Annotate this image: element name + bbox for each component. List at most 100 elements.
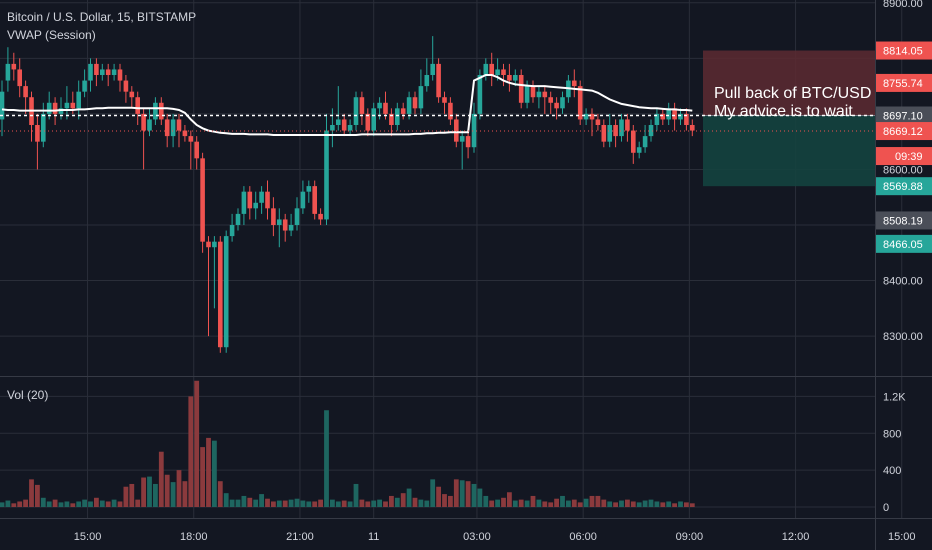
candle-body: [595, 119, 601, 125]
indicator-legend-vwap[interactable]: VWAP (Session): [7, 28, 96, 42]
price-axis-label[interactable]: 8900.00: [883, 0, 923, 10]
candle-body: [117, 69, 123, 81]
time-axis-label[interactable]: 11: [368, 531, 379, 543]
volume-bar: [135, 499, 141, 507]
volume-bar: [418, 499, 424, 507]
candle-body: [223, 236, 229, 348]
volume-bar: [619, 500, 624, 507]
price-axis-label[interactable]: 8814.05: [883, 46, 923, 58]
volume-bar: [265, 498, 270, 507]
candle: [542, 86, 548, 114]
annotation-line-1[interactable]: Pull back of BTC/USD: [714, 85, 871, 102]
candle: [459, 130, 465, 170]
candle-body: [459, 136, 465, 142]
candle-body: [64, 102, 70, 109]
candle-body: [365, 113, 371, 131]
price-axis-label[interactable]: 8669.12: [883, 126, 923, 138]
volume-bar: [141, 477, 146, 507]
candle-body: [23, 86, 28, 98]
candle-body: [524, 86, 530, 103]
candle: [471, 102, 477, 153]
countdown-label[interactable]: 09:39: [895, 151, 923, 163]
candle-body: [141, 113, 146, 131]
candle: [690, 119, 695, 137]
candle: [111, 63, 117, 81]
candle: [82, 69, 87, 98]
time-axis-label[interactable]: 15:00: [74, 531, 102, 543]
symbol-title[interactable]: Bitcoin / U.S. Dollar, 15, BITSTAMP: [7, 10, 197, 24]
time-axis-label[interactable]: 18:00: [180, 531, 208, 543]
volume-bar: [253, 499, 259, 507]
volume-bar: [530, 495, 536, 507]
target-zone[interactable]: [703, 115, 875, 187]
volume-bar: [318, 499, 323, 507]
price-axis-label[interactable]: 8569.88: [883, 181, 923, 193]
candle: [536, 86, 542, 109]
volume-bar: [5, 500, 11, 507]
candle-body: [654, 113, 660, 125]
candle-body: [0, 91, 5, 120]
volume-bar: [276, 500, 282, 507]
candle-body: [536, 91, 542, 98]
candle: [212, 236, 217, 309]
candle: [660, 108, 666, 125]
candle: [294, 197, 300, 231]
candle: [424, 58, 430, 92]
candle-body: [341, 119, 347, 131]
price-axis-label[interactable]: 8400.00: [883, 276, 923, 288]
indicator-legend-volume[interactable]: Vol (20): [7, 388, 49, 402]
price-tag-bg: [876, 122, 932, 141]
volume-bar: [294, 498, 300, 507]
time-axis-label[interactable]: 09:00: [676, 531, 704, 543]
candle: [271, 197, 276, 237]
candle: [17, 58, 22, 98]
price-tag-bg: [876, 211, 932, 230]
candle: [336, 86, 341, 131]
candle: [607, 113, 612, 148]
volume-bar: [188, 396, 194, 507]
volume-bar: [436, 486, 441, 507]
time-axis-label[interactable]: 06:00: [569, 531, 597, 543]
candle-body: [212, 241, 217, 248]
price-axis-label[interactable]: 8300.00: [883, 331, 923, 343]
annotation-line-2[interactable]: My advice is to wait: [714, 103, 853, 120]
candle-body: [70, 102, 76, 109]
candle: [0, 80, 5, 137]
price-axis-label[interactable]: 8508.19: [883, 215, 923, 227]
stop-zone[interactable]: [703, 50, 875, 116]
candle: [619, 113, 624, 142]
candle: [324, 113, 329, 225]
volume-axis-label[interactable]: 800: [883, 428, 901, 440]
candle-body: [229, 225, 235, 237]
time-axis-label[interactable]: 21:00: [286, 531, 314, 543]
volume-axis-label[interactable]: 0: [883, 502, 889, 514]
volume-axis-label[interactable]: 1.2K: [883, 391, 906, 403]
countdown-tag-bg: [876, 147, 932, 166]
volume-bar: [300, 500, 306, 507]
price-axis-label[interactable]: 8697.10: [883, 111, 923, 123]
candle: [672, 102, 677, 131]
candle: [141, 108, 146, 170]
candle-body: [147, 119, 152, 131]
volume-axis-label[interactable]: 400: [883, 465, 901, 477]
candle: [35, 113, 40, 170]
candle: [654, 108, 660, 131]
long-short-position[interactable]: [703, 50, 875, 187]
price-axis-label[interactable]: 8466.05: [883, 239, 923, 251]
axes[interactable]: 8900.00 8814.05 8755.74 8697.10 8669.12 8600.…: [74, 0, 932, 543]
price-axis-label[interactable]: 8600.00: [883, 164, 923, 176]
volume-bar: [689, 503, 695, 507]
time-axis-label[interactable]: 12:00: [782, 531, 810, 543]
price-axis-label[interactable]: 8755.74: [883, 78, 923, 90]
volume-bar: [607, 501, 613, 507]
time-axis-label[interactable]: 03:00: [463, 531, 491, 543]
candle: [218, 236, 223, 353]
candle: [300, 180, 306, 214]
candle-body: [282, 219, 288, 231]
volume-bar: [247, 497, 253, 507]
candle: [318, 208, 323, 225]
time-axis-label[interactable]: 15:00: [888, 531, 916, 543]
candle-body: [530, 86, 536, 98]
